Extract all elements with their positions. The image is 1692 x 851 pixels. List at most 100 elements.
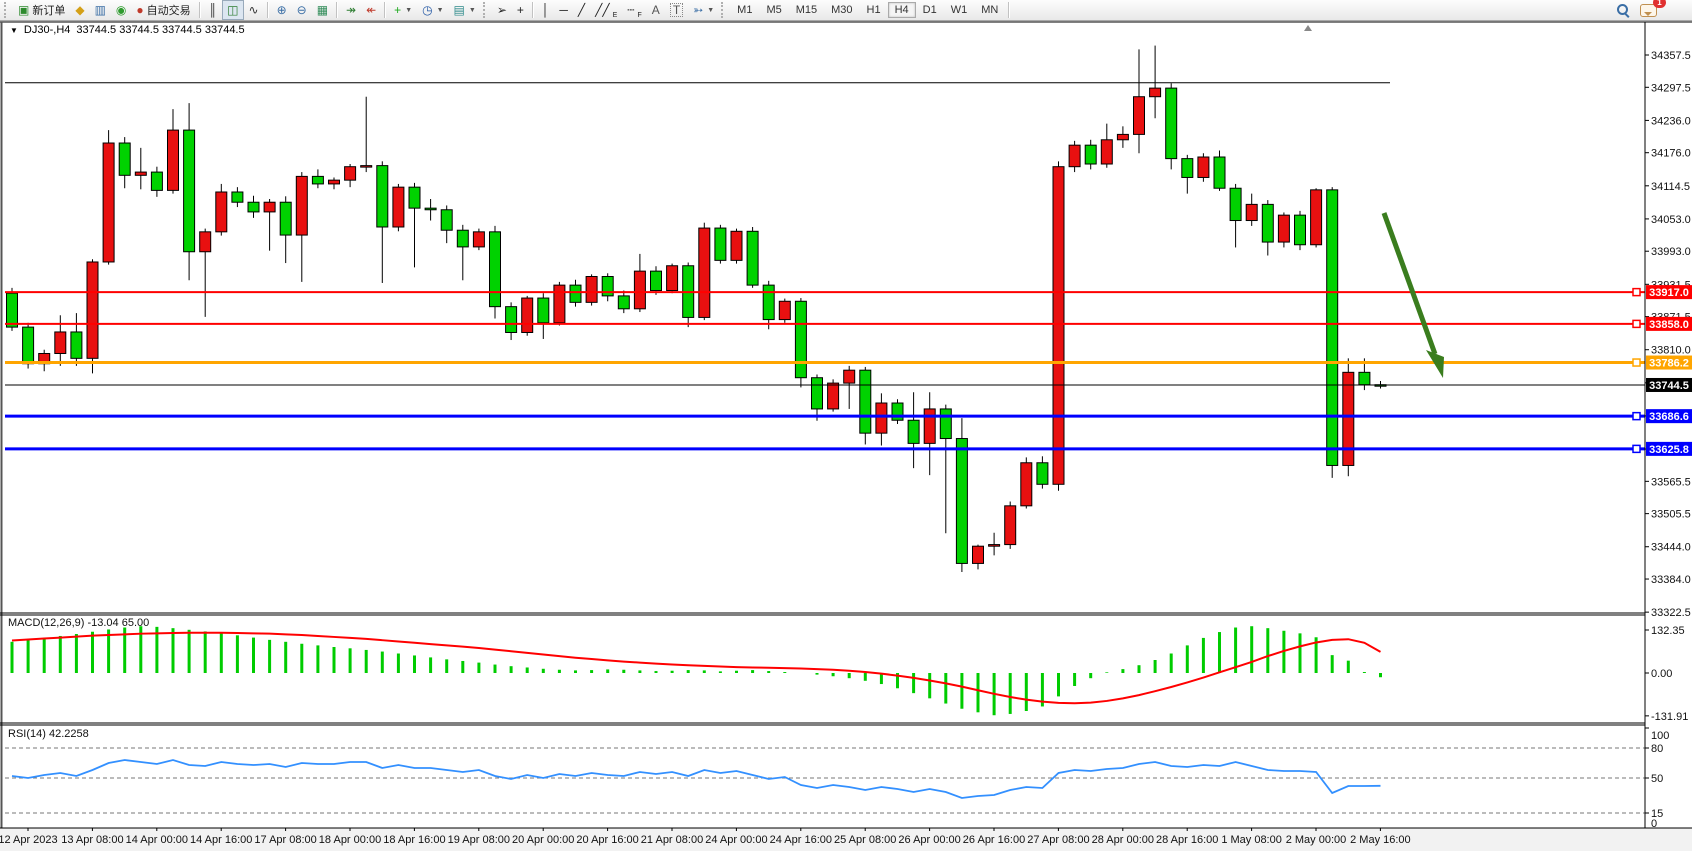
timeframe-m30[interactable]: M30 bbox=[831, 4, 853, 16]
zoom-out-icon[interactable]: ⊖ bbox=[292, 0, 312, 20]
search-icon[interactable] bbox=[1611, 0, 1635, 20]
market-watch-icon[interactable]: ▥ bbox=[90, 0, 111, 20]
candle-body bbox=[601, 276, 614, 297]
toolbar-grip[interactable] bbox=[721, 2, 726, 18]
macd-tick-label: 0.00 bbox=[1651, 668, 1672, 680]
profiles-icon[interactable]: ◆ bbox=[70, 0, 89, 20]
tile-windows-icon[interactable]: ▦ bbox=[312, 0, 333, 20]
toolbar-separator bbox=[266, 2, 269, 18]
trendline-icon[interactable]: ╱ bbox=[573, 0, 590, 20]
timeframe-m1[interactable]: M1 bbox=[737, 4, 753, 16]
timeframe-m5[interactable]: M5 bbox=[766, 4, 782, 16]
candle-body bbox=[360, 165, 373, 168]
macd-tick-label: 132.35 bbox=[1651, 625, 1685, 637]
line-price-label[interactable] bbox=[1646, 285, 1692, 300]
line-chart-icon[interactable]: ∿ bbox=[244, 0, 264, 20]
timeframe-mn[interactable]: MN bbox=[981, 4, 999, 16]
timeframe-h4[interactable]: H4 bbox=[887, 2, 916, 18]
text-icon: A bbox=[651, 3, 660, 17]
line-endpoint-handle[interactable] bbox=[1632, 358, 1641, 367]
signals-icon: ◉ bbox=[115, 3, 127, 17]
candle-body bbox=[1261, 203, 1274, 243]
crosshair-icon[interactable]: + bbox=[512, 0, 529, 20]
candle-body bbox=[811, 377, 823, 410]
chevron-down-icon[interactable]: ▼ bbox=[707, 6, 715, 14]
bar-chart-icon[interactable]: ║ bbox=[204, 0, 223, 20]
line-price-label-text: 33744.5 bbox=[1649, 380, 1689, 392]
fibonacci-icon[interactable]: ┄ F bbox=[622, 0, 647, 20]
toolbar-separator bbox=[384, 2, 387, 18]
templates-icon[interactable]: ▤ ▼ bbox=[449, 0, 481, 20]
rsi-tick-label: 15 bbox=[1651, 808, 1663, 820]
auto-trading-button[interactable]: ● 自动交易 bbox=[131, 0, 195, 20]
candle-body bbox=[1068, 144, 1081, 168]
horizontal-line-icon[interactable]: ─ bbox=[554, 0, 573, 20]
candle-body bbox=[1197, 156, 1210, 178]
equidistant-channel-icon[interactable]: ╱╱ E bbox=[590, 0, 622, 20]
zoom-in-icon[interactable]: ⊕ bbox=[272, 0, 292, 20]
line-price-label[interactable] bbox=[1646, 377, 1692, 392]
line-endpoint-handle[interactable] bbox=[1632, 411, 1641, 421]
annotation-arrow-head[interactable] bbox=[1426, 350, 1444, 378]
line-price-label-text: 33917.0 bbox=[1649, 287, 1689, 299]
price-tick-label: 33871.5 bbox=[1651, 312, 1691, 324]
price-tick-label: 34053.0 bbox=[1651, 214, 1691, 226]
line-price-label[interactable] bbox=[1646, 355, 1692, 370]
rsi-tick-label: 100 bbox=[1651, 730, 1669, 742]
arrows-shapes-icon: ➳ bbox=[693, 3, 704, 17]
text-label-icon[interactable]: T bbox=[665, 0, 688, 20]
line-endpoint-handle[interactable] bbox=[1632, 319, 1641, 329]
auto-scroll-icon[interactable]: ↠ bbox=[341, 0, 361, 20]
candle-body bbox=[1149, 87, 1162, 98]
signals-icon[interactable]: ◉ bbox=[111, 0, 131, 20]
chevron-down-icon[interactable]: ▼ bbox=[468, 6, 476, 14]
timeframe-d1[interactable]: D1 bbox=[922, 4, 937, 16]
timeframe-w1[interactable]: W1 bbox=[950, 4, 968, 16]
macd-indicator-label: MACD(12,26,9) -13.04 65.00 bbox=[8, 617, 150, 629]
crosshair-icon: + bbox=[516, 3, 524, 17]
candle-body bbox=[939, 408, 952, 440]
chevron-down-icon[interactable]: ▼ bbox=[436, 6, 444, 14]
date-tick-label: 14 Apr 16:00 bbox=[190, 834, 252, 846]
candle-body bbox=[86, 261, 99, 359]
candle-body bbox=[714, 227, 727, 261]
line-price-label[interactable] bbox=[1646, 409, 1692, 424]
chart-shift-marker[interactable] bbox=[1304, 25, 1312, 31]
arrows-shapes-icon[interactable]: ➳ ▼ bbox=[688, 0, 719, 20]
date-tick-label: 21 Apr 08:00 bbox=[641, 834, 703, 846]
rsi-tick-label: 50 bbox=[1651, 773, 1663, 785]
chevron-down-icon[interactable]: ▼ bbox=[405, 6, 413, 14]
vertical-line-icon[interactable]: │ bbox=[537, 0, 555, 20]
candle-body bbox=[1004, 505, 1017, 546]
timeframe-h1[interactable]: H1 bbox=[866, 4, 881, 16]
periods-icon[interactable]: ◷ ▼ bbox=[417, 0, 448, 20]
price-tick-label: 34236.0 bbox=[1651, 115, 1691, 127]
candlestick-chart-icon[interactable]: ◫ bbox=[222, 0, 244, 20]
chart-collapse-toggle[interactable]: ▼ bbox=[10, 25, 18, 35]
line-price-label[interactable] bbox=[1646, 316, 1692, 331]
cursor-icon[interactable]: ➢ bbox=[492, 0, 512, 20]
chart-shift-icon[interactable]: ↞ bbox=[361, 0, 381, 20]
line-price-label[interactable] bbox=[1646, 441, 1692, 456]
new-order-button[interactable]: ▣ 新订单 bbox=[13, 0, 70, 20]
indicators-icon[interactable]: + ▼ bbox=[389, 0, 417, 20]
toolbar-grip[interactable] bbox=[482, 2, 488, 18]
timeframe-m15[interactable]: M15 bbox=[795, 4, 818, 16]
candle-body bbox=[1342, 371, 1355, 466]
zoom-in-icon: ⊕ bbox=[276, 3, 287, 17]
annotation-arrow[interactable] bbox=[1381, 212, 1438, 355]
macd-tick-label: -131.91 bbox=[1651, 711, 1688, 723]
candle-body bbox=[70, 331, 83, 359]
candle-body bbox=[859, 369, 872, 434]
notifications-chat-icon[interactable]: 1 bbox=[1635, 0, 1666, 20]
candle-body bbox=[972, 545, 984, 564]
rsi-indicator-label: RSI(14) 42.2258 bbox=[8, 728, 89, 740]
templates-icon: ▤ bbox=[453, 3, 465, 17]
candle-body bbox=[263, 201, 276, 213]
line-endpoint-handle[interactable] bbox=[1632, 287, 1641, 297]
text-icon[interactable]: A bbox=[647, 0, 665, 20]
line-endpoint-handle[interactable] bbox=[1632, 444, 1641, 454]
toolbar-grip[interactable] bbox=[4, 2, 9, 18]
text-label-icon: T bbox=[669, 3, 684, 17]
candle-body bbox=[424, 207, 437, 211]
